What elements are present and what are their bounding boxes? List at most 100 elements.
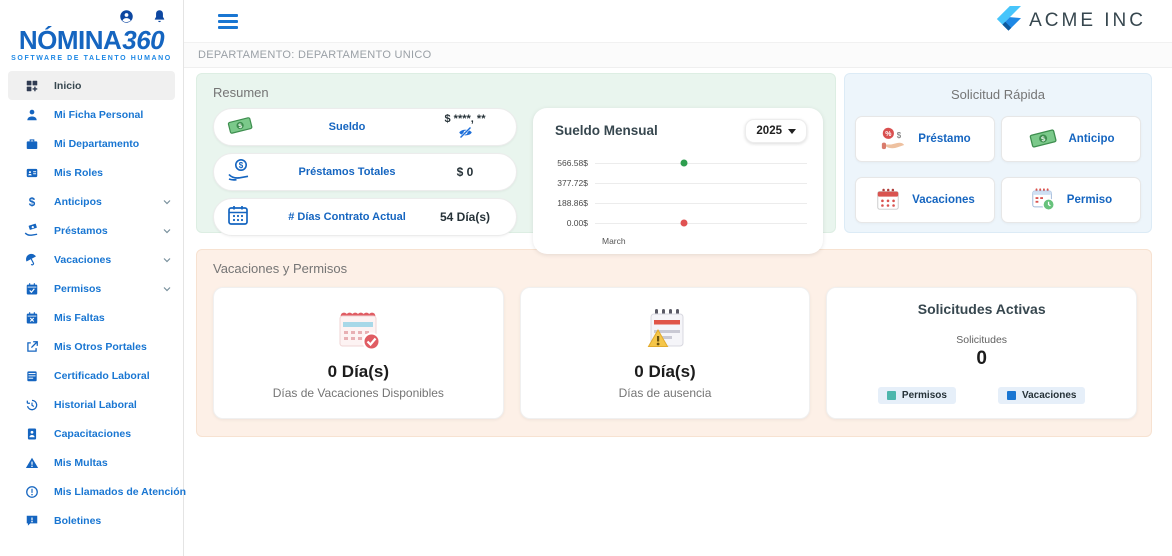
- vacation-days-value: 0 Día(s): [327, 362, 390, 381]
- legend-permisos-label: Permisos: [901, 390, 947, 401]
- legend-vacaciones[interactable]: Vacaciones: [997, 387, 1086, 404]
- sidebar-item-boletines[interactable]: Boletines: [0, 506, 183, 535]
- sidebar-item-label: Permisos: [54, 282, 102, 295]
- calendar-x-icon: [24, 311, 39, 325]
- sidebar-item-label: Mis Otros Portales: [54, 340, 147, 353]
- salary-chart: 566.58$ 377.72$ 188.86$ 0.00$ March: [545, 153, 807, 246]
- brand-suffix: 360: [122, 25, 165, 55]
- vacaciones-permisos-panel: Vacaciones y Permisos 0 Día(s) Días de V…: [196, 249, 1152, 437]
- calendar-grid-icon: [226, 203, 272, 232]
- vacation-calendar-icon: [875, 186, 901, 215]
- sidebar-item-mis-faltas[interactable]: Mis Faltas: [0, 303, 183, 332]
- sidebar-item-historial-laboral[interactable]: Historial Laboral: [0, 390, 183, 419]
- chevron-down-icon[interactable]: [161, 283, 173, 295]
- legend-permisos[interactable]: Permisos: [877, 387, 956, 404]
- sidebar-item-label: Inicio: [54, 79, 82, 92]
- sidebar-menu: Inicio Mi Ficha Personal Mi Departamento…: [0, 71, 187, 535]
- sidebar-item-label: Mi Ficha Personal: [54, 108, 144, 121]
- sidebar-item-label: Capacitaciones: [54, 427, 132, 440]
- vacation-days-caption: Días de Vacaciones Disponibles: [272, 386, 444, 400]
- prestamo-label: Préstamo: [918, 133, 971, 145]
- sidebar-item-mi-departamento[interactable]: Mi Departamento: [0, 129, 183, 158]
- dias-contrato-value: 54 Día(s): [439, 210, 491, 224]
- sidebar-item-permisos[interactable]: Permisos: [0, 274, 183, 303]
- vacation-days-card[interactable]: 0 Día(s) Días de Vacaciones Disponibles: [213, 287, 504, 419]
- dias-contrato-label: # Días Contrato Actual: [288, 211, 406, 223]
- solicitud-rapida-title: Solicitud Rápida: [951, 87, 1045, 102]
- sidebar-item-label: Historial Laboral: [54, 398, 137, 411]
- sidebar-item-certificado-laboral[interactable]: Certificado Laboral: [0, 361, 183, 390]
- chevron-down-icon[interactable]: [161, 196, 173, 208]
- permiso-button[interactable]: Permiso: [1001, 177, 1141, 223]
- hamburger-menu-icon[interactable]: [218, 13, 238, 29]
- chevron-down-icon[interactable]: [161, 254, 173, 266]
- sidebar-item-mis-roles[interactable]: Mis Roles: [0, 158, 183, 187]
- sidebar-item-mis-otros-portales[interactable]: Mis Otros Portales: [0, 332, 183, 361]
- sidebar: NÓMINA360 SOFTWARE DE TALENTO HUMANO Ini…: [0, 0, 187, 556]
- x-axis-label: March: [602, 236, 626, 246]
- permisos-swatch-icon: [886, 391, 896, 400]
- sidebar-item-label: Certificado Laboral: [54, 369, 150, 382]
- sueldo-row[interactable]: $ Sueldo $ ****, **: [213, 108, 517, 146]
- sidebar-item-label: Mis Faltas: [54, 311, 105, 324]
- calendar-warning-icon: [641, 306, 689, 357]
- chart-point-green: [680, 159, 688, 167]
- prestamos-totales-label: Préstamos Totales: [298, 166, 396, 178]
- y-axis-tick: 566.58$: [557, 158, 588, 168]
- solicitudes-activas-card: Solicitudes Activas Solicitudes 0 Permis…: [826, 287, 1138, 419]
- company-name: ACME INC: [1029, 10, 1146, 31]
- sidebar-item-prestamos[interactable]: Préstamos: [0, 216, 183, 245]
- hand-money-icon: [24, 223, 39, 238]
- company-logo-icon: [995, 5, 1022, 38]
- vacaciones-button[interactable]: Vacaciones: [855, 177, 995, 223]
- sidebar-item-label: Boletines: [54, 514, 102, 527]
- sidebar-item-anticipos[interactable]: $ Anticipos: [0, 187, 183, 216]
- sidebar-item-mis-llamados-de-atencion[interactable]: Mis Llamados de Atención: [0, 477, 187, 506]
- notification-bell-icon[interactable]: [152, 9, 167, 24]
- department-label: DEPARTAMENTO: DEPARTAMENTO UNICO: [198, 49, 432, 61]
- svg-text:$: $: [1040, 135, 1046, 143]
- caret-down-icon: [788, 128, 796, 134]
- eye-off-icon[interactable]: [458, 126, 473, 140]
- vacaciones-label: Vacaciones: [912, 194, 975, 206]
- permit-calendar-icon: [1030, 186, 1056, 215]
- solicitudes-activas-title: Solicitudes Activas: [917, 301, 1046, 317]
- resumen-panel: Resumen $ Sueldo $ ****, **: [196, 73, 836, 254]
- dashboard-grid-icon: [24, 79, 39, 93]
- year-dropdown-value: 2025: [756, 125, 782, 137]
- resumen-rows: $ Sueldo $ ****, ** $ Préstamos Totales: [213, 108, 517, 254]
- sidebar-item-mi-ficha-personal[interactable]: Mi Ficha Personal: [0, 100, 183, 129]
- money-bill-icon: $: [226, 115, 272, 140]
- dollar-icon: $: [24, 195, 39, 209]
- sidebar-item-label: Mis Multas: [54, 456, 108, 469]
- solicitud-rapida-panel: Solicitud Rápida % $ Préstamo $ Anticipo: [844, 73, 1152, 233]
- sidebar-item-label: Anticipos: [54, 195, 102, 208]
- vacaciones-permisos-title: Vacaciones y Permisos: [213, 261, 348, 276]
- calendar-check-icon: [24, 282, 39, 296]
- prestamo-button[interactable]: % $ Préstamo: [855, 116, 995, 162]
- umbrella-icon: [24, 252, 39, 267]
- sidebar-item-label: Mis Llamados de Atención: [54, 485, 187, 498]
- absence-days-caption: Días de ausencia: [618, 386, 712, 400]
- sidebar-item-mis-multas[interactable]: Mis Multas: [0, 448, 183, 477]
- resumen-title: Resumen: [213, 85, 269, 100]
- sidebar-item-capacitaciones[interactable]: Capacitaciones: [0, 419, 183, 448]
- chevron-down-icon[interactable]: [161, 225, 173, 237]
- permiso-label: Permiso: [1066, 194, 1113, 206]
- external-link-icon: [24, 340, 39, 354]
- alert-circle-icon: [24, 485, 39, 499]
- year-dropdown[interactable]: 2025: [745, 119, 807, 143]
- sidebar-item-vacaciones[interactable]: Vacaciones: [0, 245, 183, 274]
- sidebar-item-inicio[interactable]: Inicio: [8, 71, 175, 100]
- anticipo-label: Anticipo: [1068, 133, 1115, 145]
- prestamos-totales-row[interactable]: $ Préstamos Totales $ 0: [213, 153, 517, 191]
- absence-days-card[interactable]: 0 Día(s) Días de ausencia: [519, 287, 811, 419]
- vacaciones-swatch-icon: [1006, 391, 1016, 400]
- id-badge-icon: [24, 166, 39, 180]
- solicitudes-count: 0: [976, 348, 987, 369]
- anticipo-button[interactable]: $ Anticipo: [1001, 116, 1141, 162]
- dias-contrato-row[interactable]: # Días Contrato Actual 54 Día(s): [213, 198, 517, 236]
- user-circle-icon[interactable]: [119, 9, 134, 24]
- chart-point-red: [680, 219, 688, 227]
- department-breadcrumb: DEPARTAMENTO: DEPARTAMENTO UNICO: [184, 42, 1172, 68]
